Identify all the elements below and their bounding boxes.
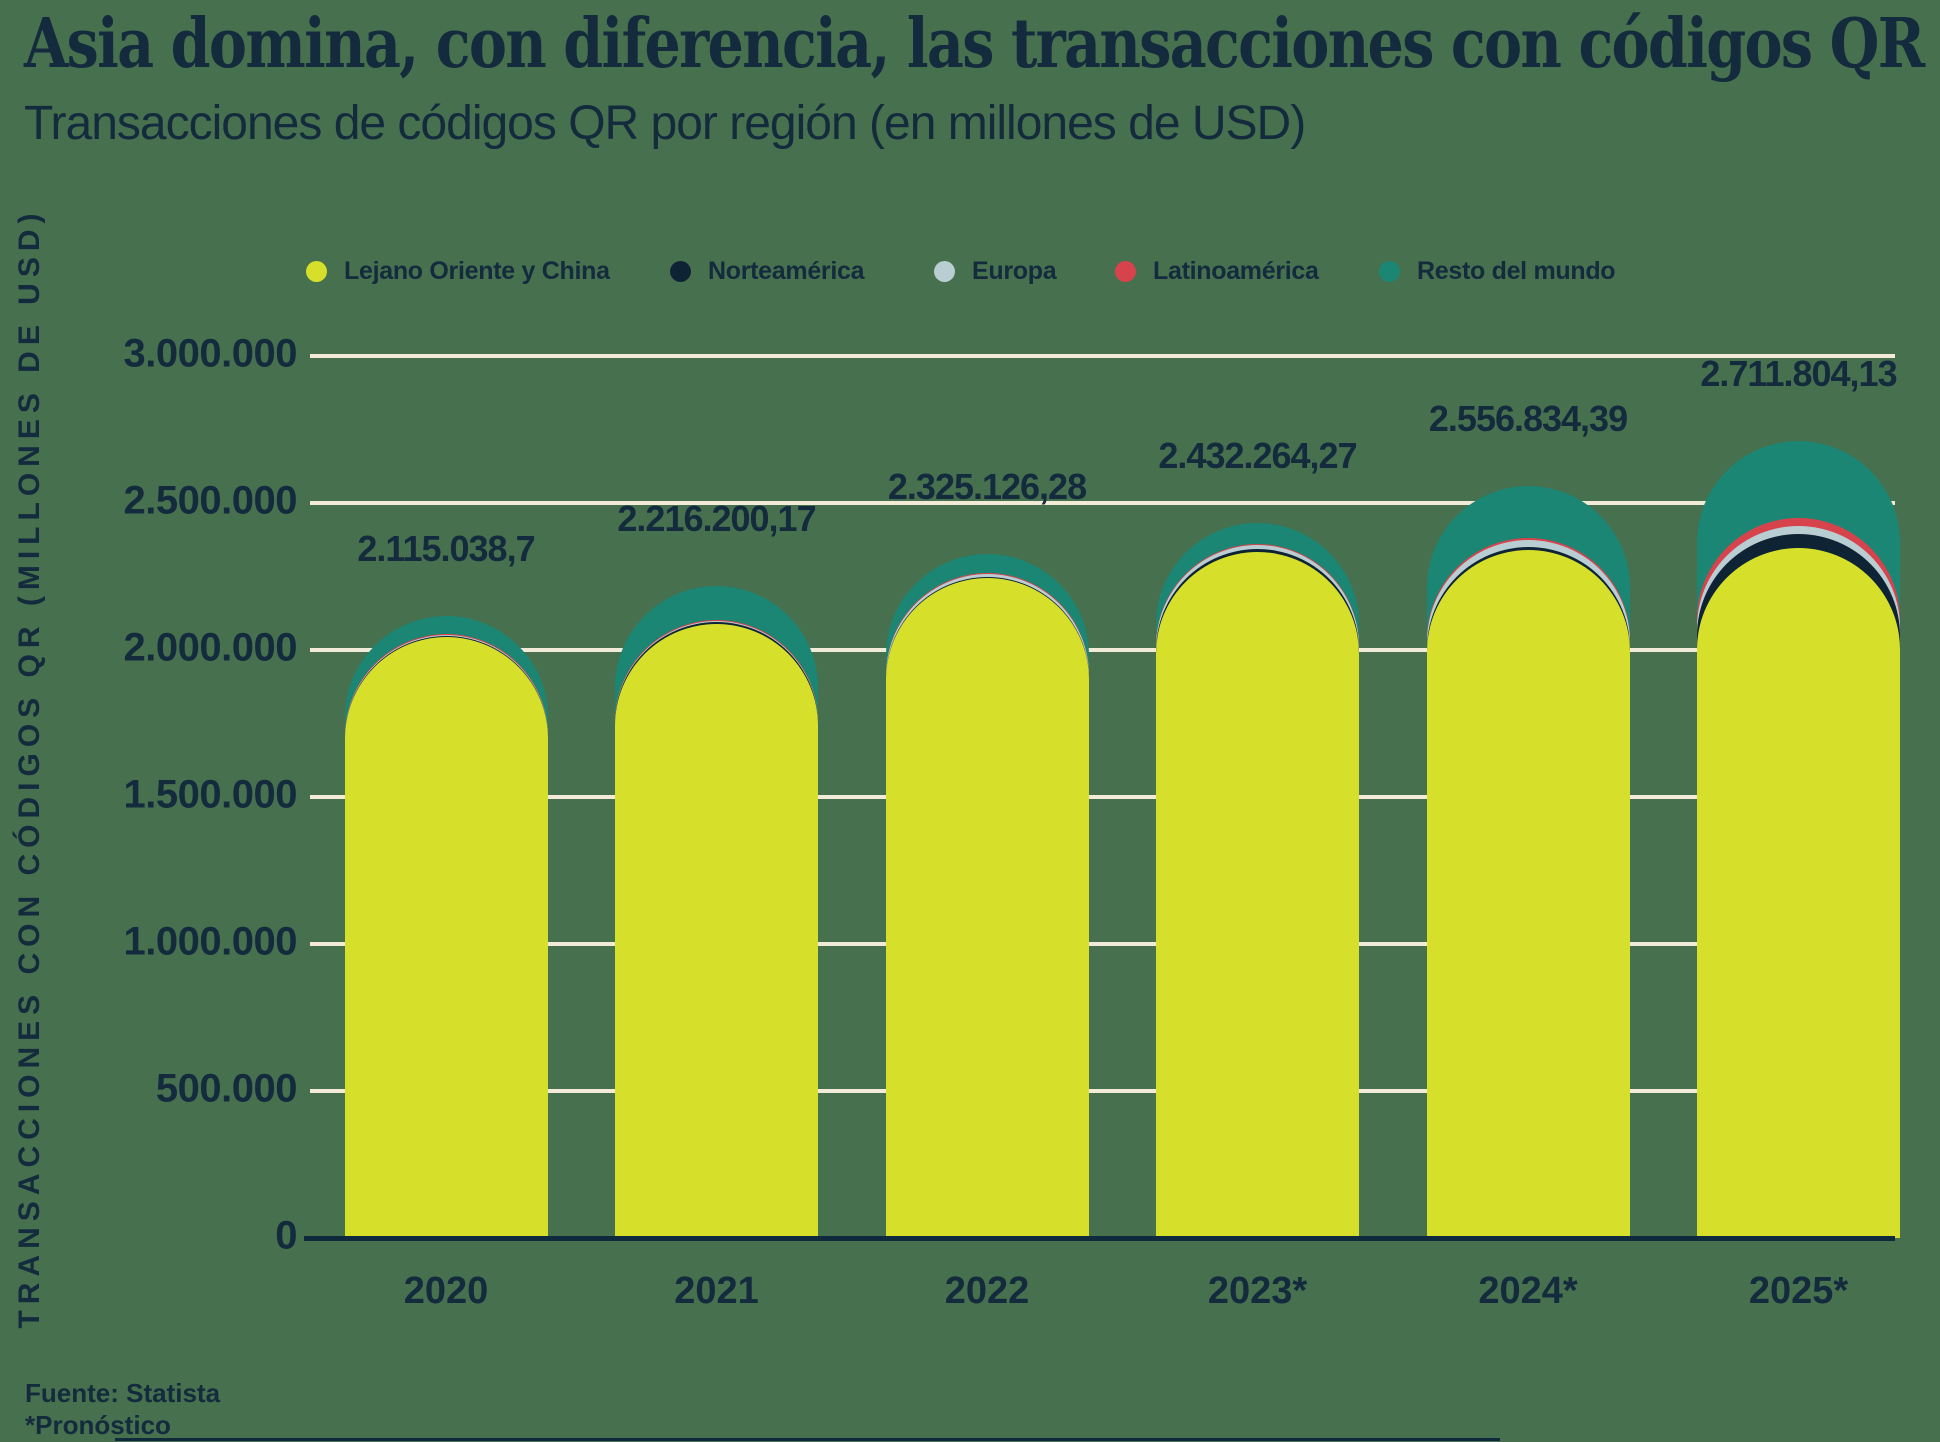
legend-item-resto-del-mundo: Resto del mundo — [1379, 256, 1616, 285]
y-tick-label-500.000: 500.000 — [155, 1066, 298, 1111]
bar-segment-2021-lejano-oriente-y-china — [615, 623, 818, 1238]
total-label-2020: 2.115.038,7 — [357, 528, 535, 570]
legend-item-europa: Europa — [934, 256, 1057, 285]
bar-segment-2022-lejano-oriente-y-china — [885, 577, 1089, 1238]
bar-segment-2025-lejano-oriente-y-china — [1697, 547, 1900, 1238]
x-tick-label-2025: 2025* — [1748, 1270, 1849, 1312]
x-tick-label-2022: 2022 — [944, 1270, 1030, 1312]
bottom-border-line — [115, 1438, 1500, 1441]
x-tick-label-2023: 2023* — [1207, 1270, 1308, 1312]
gridline-3.000.000 — [310, 354, 1895, 358]
bar-segment-2023-lejano-oriente-y-china — [1156, 551, 1359, 1238]
y-tick-label-1.000.000: 1.000.000 — [123, 919, 298, 964]
forecast-note: *Pronóstico — [25, 1410, 171, 1440]
bar-segment-2024-lejano-oriente-y-china — [1426, 550, 1630, 1238]
legend-label: Resto del mundo — [1417, 256, 1616, 285]
y-tick-label-2.500.000: 2.500.000 — [123, 478, 298, 523]
legend-dot-icon — [306, 260, 327, 282]
source-text: Fuente: Statista — [25, 1378, 221, 1408]
x-tick-label-2024: 2024* — [1478, 1270, 1578, 1312]
chart-subtitle: Transacciones de códigos QR por región (… — [24, 97, 1306, 150]
gridline-2.000.000 — [310, 648, 1895, 652]
y-tick-label-3.000.000: 3.000.000 — [123, 331, 298, 376]
legend-dot-icon — [934, 260, 955, 282]
legend-item-lejano-oriente-y-china: Lejano Oriente y China — [306, 257, 610, 285]
legend-label: Norteamérica — [708, 256, 865, 285]
chart-title: Asia domina, con diferencia, las transac… — [24, 4, 1925, 84]
x-tick-label-2020: 2020 — [403, 1270, 489, 1312]
y-tick-label-0: 0 — [275, 1213, 297, 1258]
total-label-2022: 2.325.126,28 — [887, 466, 1087, 508]
total-label-2021: 2.216.200,17 — [617, 498, 816, 540]
x-axis-line — [304, 1236, 1895, 1241]
total-label-2023: 2.432.264,27 — [1158, 434, 1357, 476]
legend-dot-icon — [1379, 260, 1400, 282]
legend-label: Lejano Oriente y China — [344, 256, 610, 285]
total-label-2025: 2.711.804,13 — [1700, 352, 1897, 394]
gridline-1.000.000 — [310, 942, 1895, 946]
total-label-2024: 2.556.834,39 — [1428, 398, 1628, 440]
legend-item-norteamérica: Norteamérica — [670, 256, 865, 285]
gridline-2.500.000 — [310, 501, 1895, 505]
x-tick-label-2021: 2021 — [674, 1270, 759, 1312]
gridline-1.500.000 — [310, 795, 1895, 799]
legend-label: Europa — [972, 256, 1057, 285]
gridline-500.000 — [310, 1089, 1895, 1093]
y-tick-label-2.000.000: 2.000.000 — [123, 625, 298, 670]
legend-label: Latinoamérica — [1153, 256, 1319, 285]
bar-segment-2020-lejano-oriente-y-china — [344, 636, 548, 1238]
legend-item-latinoamérica: Latinoamérica — [1115, 257, 1319, 285]
legend-dot-icon — [1115, 260, 1136, 282]
legend-dot-icon — [670, 260, 691, 282]
y-tick-label-1.500.000: 1.500.000 — [123, 772, 298, 817]
